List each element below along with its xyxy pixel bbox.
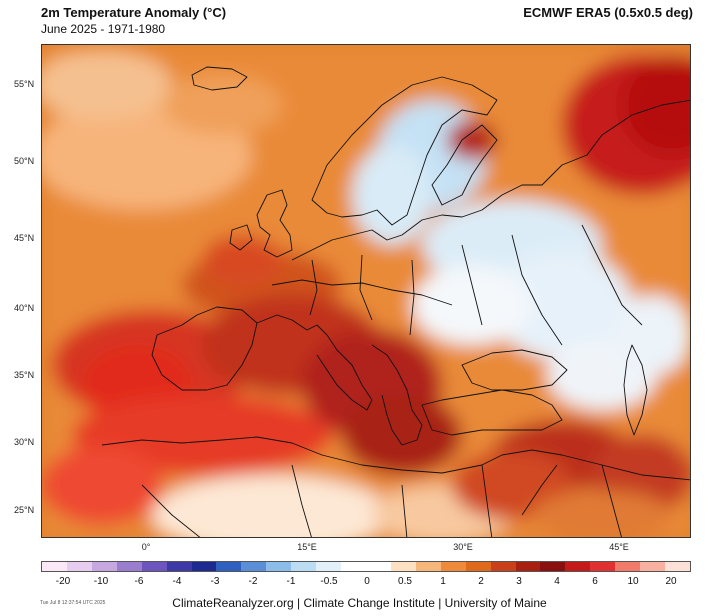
colorbar-swatch xyxy=(266,562,292,571)
colorbar-tick-label: 6 xyxy=(592,576,598,587)
colorbar-tick-label: -4 xyxy=(172,576,182,587)
colorbar-swatch xyxy=(91,562,117,571)
lon-label: 45°E xyxy=(609,542,629,552)
colorbar-tick-label: -2 xyxy=(248,576,258,587)
colorbar-swatch xyxy=(116,562,142,571)
colorbar-tick-label: 4 xyxy=(554,576,560,587)
lon-label: 30°E xyxy=(453,542,473,552)
colorbar-swatch xyxy=(365,562,391,571)
colorbar-swatch xyxy=(540,562,566,571)
colorbar-swatch xyxy=(565,562,591,571)
lat-label: 50°N xyxy=(14,156,35,166)
colorbar-tick-label: -0.5 xyxy=(320,576,338,587)
data-source: ECMWF ERA5 (0.5x0.5 deg) xyxy=(523,5,693,20)
lon-label: 0° xyxy=(141,542,151,552)
colorbar-swatch xyxy=(191,562,217,571)
colorbar-swatch xyxy=(291,562,317,571)
colorbar-swatch xyxy=(66,562,92,571)
colorbar-swatch xyxy=(216,562,242,571)
lat-label: 45°N xyxy=(14,233,35,243)
map-subtitle: June 2025 - 1971-1980 xyxy=(41,22,166,36)
lat-label: 35°N xyxy=(14,370,35,380)
colorbar-swatch xyxy=(141,562,167,571)
colorbar-tick-label: 1 xyxy=(440,576,446,587)
colorbar-swatch xyxy=(415,562,441,571)
colorbar-swatch xyxy=(665,562,690,571)
colorbar-swatch xyxy=(390,562,416,571)
colorbar-swatch xyxy=(42,562,67,571)
colorbar-tick-label: 0 xyxy=(364,576,370,587)
lon-label: 15°E xyxy=(297,542,317,552)
colorbar-tick-label: -3 xyxy=(210,576,220,587)
colorbar-swatch xyxy=(615,562,641,571)
colorbar xyxy=(41,561,691,572)
colorbar-tick-label: -10 xyxy=(93,576,109,587)
colorbar-tick-label: 10 xyxy=(627,576,639,587)
colorbar-tick-label: -20 xyxy=(55,576,71,587)
anomaly-map xyxy=(41,44,691,538)
colorbar-tick-label: 2 xyxy=(478,576,484,587)
colorbar-swatch xyxy=(490,562,516,571)
colorbar-tick-label: 0.5 xyxy=(398,576,412,587)
colorbar-swatch xyxy=(465,562,491,571)
colorbar-swatch xyxy=(640,562,666,571)
map-title: 2m Temperature Anomaly (°C) xyxy=(41,5,227,20)
lat-label: 25°N xyxy=(14,505,35,515)
colorbar-swatch xyxy=(166,562,192,571)
lat-label: 40°N xyxy=(14,303,35,313)
colorbar-tick-label: -6 xyxy=(134,576,144,587)
colorbar-swatch xyxy=(316,562,342,571)
colorbar-tick-label: 20 xyxy=(665,576,677,587)
colorbar-swatch xyxy=(241,562,267,571)
footer-credit: ClimateReanalyzer.org | Climate Change I… xyxy=(172,596,547,610)
colorbar-swatch xyxy=(440,562,466,571)
map-canvas xyxy=(42,45,690,537)
colorbar-swatch xyxy=(341,562,366,571)
lat-label: 30°N xyxy=(14,437,35,447)
timestamp: Tue Jul 8 12:37:54 UTC 2025 xyxy=(40,600,106,606)
colorbar-tick-label: 3 xyxy=(516,576,522,587)
colorbar-tick-label: -1 xyxy=(286,576,296,587)
coastlines xyxy=(101,66,690,537)
colorbar-swatch xyxy=(515,562,541,571)
lat-label: 55°N xyxy=(14,79,35,89)
anomaly-field xyxy=(42,45,690,537)
colorbar-swatch xyxy=(590,562,616,571)
